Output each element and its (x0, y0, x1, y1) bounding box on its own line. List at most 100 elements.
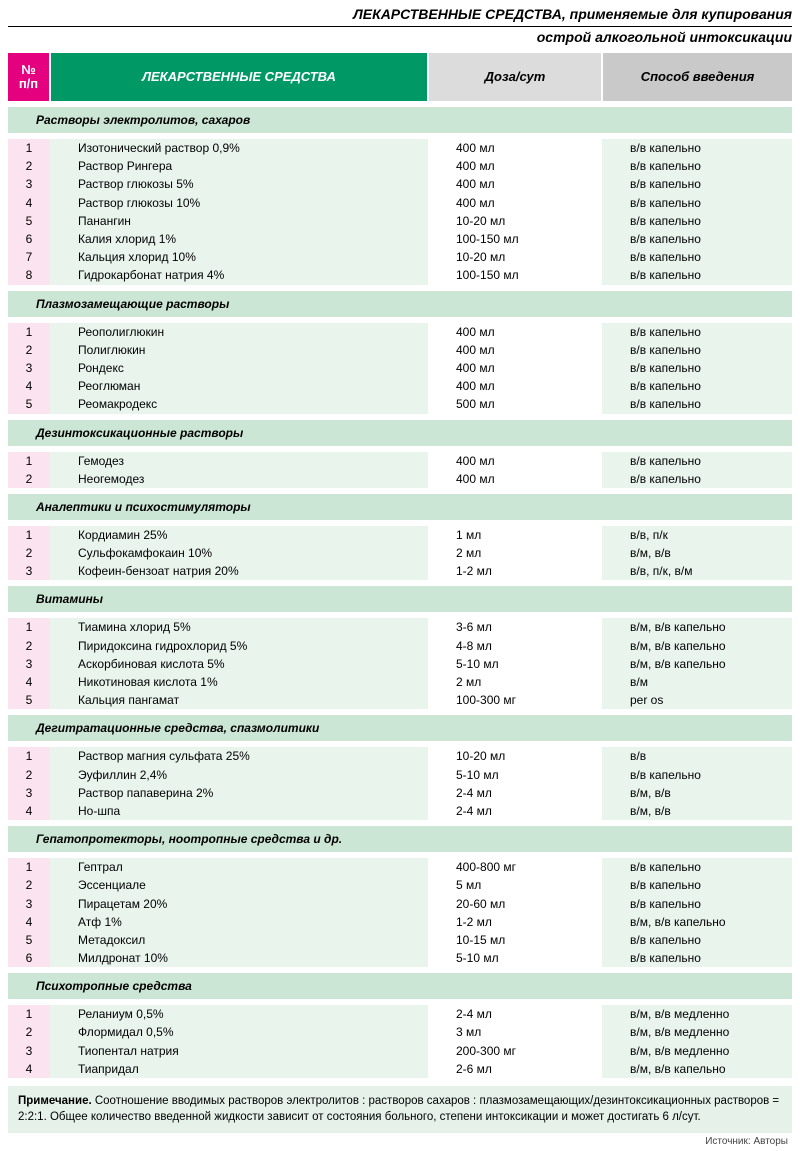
cell-number: 3 (8, 655, 50, 673)
cell-adm: в/в капельно (602, 230, 792, 248)
cell-number: 5 (8, 691, 50, 709)
cell-name: Реополиглюкин (50, 323, 428, 341)
cell-dose: 10-20 мл (428, 248, 602, 266)
table-row: 8Гидрокарбонат натрия 4%100-150 млв/в ка… (8, 266, 792, 284)
cell-adm: в/в капельно (602, 194, 792, 212)
table-row: 2Эссенциале5 млв/в капельно (8, 876, 792, 894)
cell-adm: в/в (602, 747, 792, 765)
cell-dose: 2 мл (428, 673, 602, 691)
cell-number: 4 (8, 1060, 50, 1078)
cell-dose: 500 мл (428, 395, 602, 413)
table-row: 2Флормидал 0,5%3 млв/м, в/в медленно (8, 1023, 792, 1041)
table-row: 3Раствор глюкозы 5%400 млв/в капельно (8, 175, 792, 193)
cell-dose: 10-15 мл (428, 931, 602, 949)
cell-number: 4 (8, 673, 50, 691)
cell-name: Аскорбиновая кислота 5% (50, 655, 428, 673)
cell-dose: 20-60 мл (428, 895, 602, 913)
cell-name: Флормидал 0,5% (50, 1023, 428, 1041)
cell-adm: в/м, в/в капельно (602, 655, 792, 673)
section-header: Дегитратационные средства, спазмолитики (8, 715, 792, 741)
table-row: 2Пиридоксина гидрохлорид 5%4-8 млв/м, в/… (8, 637, 792, 655)
col-header-number: № п/п (8, 53, 50, 102)
table-row: 5Панангин10-20 млв/в капельно (8, 212, 792, 230)
cell-name: Никотиновая кислота 1% (50, 673, 428, 691)
table-header-row: № п/п ЛЕКАРСТВЕННЫЕ СРЕДСТВА Доза/сут Сп… (8, 53, 792, 102)
cell-name: Но-шпа (50, 802, 428, 820)
cell-name: Гептрал (50, 858, 428, 876)
cell-dose: 400 мл (428, 359, 602, 377)
table-row: 5Реомакродекс500 млв/в капельно (8, 395, 792, 413)
table-row: 3Тиопентал натрия200-300 мгв/м, в/в медл… (8, 1042, 792, 1060)
cell-dose: 400 мл (428, 452, 602, 470)
table-row: 3Аскорбиновая кислота 5%5-10 млв/м, в/в … (8, 655, 792, 673)
cell-name: Эссенциале (50, 876, 428, 894)
table-row: 3Раствор папаверина 2%2-4 млв/м, в/в (8, 784, 792, 802)
cell-dose: 1-2 мл (428, 562, 602, 580)
source-credit: Источник: Авторы (8, 1133, 792, 1147)
table-row: 7Кальция хлорид 10%10-20 млв/в капельно (8, 248, 792, 266)
cell-name: Полиглюкин (50, 341, 428, 359)
cell-dose: 5 мл (428, 876, 602, 894)
cell-number: 2 (8, 637, 50, 655)
cell-adm: в/в, п/к (602, 526, 792, 544)
cell-number: 7 (8, 248, 50, 266)
cell-dose: 2 мл (428, 544, 602, 562)
cell-dose: 100-300 мг (428, 691, 602, 709)
table-row: 1Гемодез400 млв/в капельно (8, 452, 792, 470)
cell-adm: в/в капельно (602, 157, 792, 175)
cell-number: 3 (8, 784, 50, 802)
cell-adm: в/в капельно (602, 766, 792, 784)
cell-name: Эуфиллин 2,4% (50, 766, 428, 784)
cell-dose: 10-20 мл (428, 747, 602, 765)
cell-name: Тиопентал натрия (50, 1042, 428, 1060)
cell-name: Атф 1% (50, 913, 428, 931)
cell-dose: 400 мл (428, 341, 602, 359)
cell-adm: в/м, в/в медленно (602, 1023, 792, 1041)
table-row: 1Тиамина хлорид 5%3-6 млв/м, в/в капельн… (8, 618, 792, 636)
cell-name: Калия хлорид 1% (50, 230, 428, 248)
cell-name: Раствор глюкозы 5% (50, 175, 428, 193)
cell-adm: в/в капельно (602, 858, 792, 876)
table-row: 4Никотиновая кислота 1%2 млв/м (8, 673, 792, 691)
cell-dose: 5-10 мл (428, 655, 602, 673)
section-header: Психотропные средства (8, 973, 792, 999)
cell-adm: в/в капельно (602, 323, 792, 341)
cell-dose: 400 мл (428, 377, 602, 395)
cell-dose: 2-4 мл (428, 802, 602, 820)
cell-adm: в/м, в/в медленно (602, 1042, 792, 1060)
note-block: Примечание. Соотношение вводимых раствор… (8, 1086, 792, 1133)
cell-number: 2 (8, 544, 50, 562)
cell-dose: 400 мл (428, 323, 602, 341)
cell-name: Раствор глюкозы 10% (50, 194, 428, 212)
cell-number: 4 (8, 377, 50, 395)
cell-adm: в/м, в/в капельно (602, 913, 792, 931)
cell-adm: в/в капельно (602, 931, 792, 949)
table-row: 4Реоглюман400 млв/в капельно (8, 377, 792, 395)
cell-dose: 2-4 мл (428, 784, 602, 802)
cell-number: 1 (8, 452, 50, 470)
cell-number: 3 (8, 175, 50, 193)
cell-name: Метадоксил (50, 931, 428, 949)
cell-adm: в/в капельно (602, 395, 792, 413)
table-row: 3Пирацетам 20%20-60 млв/в капельно (8, 895, 792, 913)
cell-name: Кордиамин 25% (50, 526, 428, 544)
table-row: 4Тиапридал2-6 млв/м, в/в капельно (8, 1060, 792, 1078)
section-title: Аналептики и психостимуляторы (8, 494, 792, 520)
cell-number: 3 (8, 895, 50, 913)
section-title: Витамины (8, 586, 792, 612)
cell-adm: в/м, в/в (602, 544, 792, 562)
col-header-dose: Доза/сут (428, 53, 602, 102)
cell-number: 5 (8, 212, 50, 230)
section-title: Гепатопротекторы, ноотропные средства и … (8, 826, 792, 852)
section-header: Плазмозамещающие растворы (8, 291, 792, 317)
cell-number: 6 (8, 949, 50, 967)
cell-name: Гидрокарбонат натрия 4% (50, 266, 428, 284)
section-header: Аналептики и психостимуляторы (8, 494, 792, 520)
cell-number: 2 (8, 1023, 50, 1041)
cell-adm: в/в капельно (602, 452, 792, 470)
section-header: Растворы электролитов, сахаров (8, 107, 792, 133)
table-row: 1Реополиглюкин400 млв/в капельно (8, 323, 792, 341)
cell-number: 5 (8, 931, 50, 949)
cell-adm: в/в капельно (602, 248, 792, 266)
table-row: 2Сульфокамфокаин 10%2 млв/м, в/в (8, 544, 792, 562)
